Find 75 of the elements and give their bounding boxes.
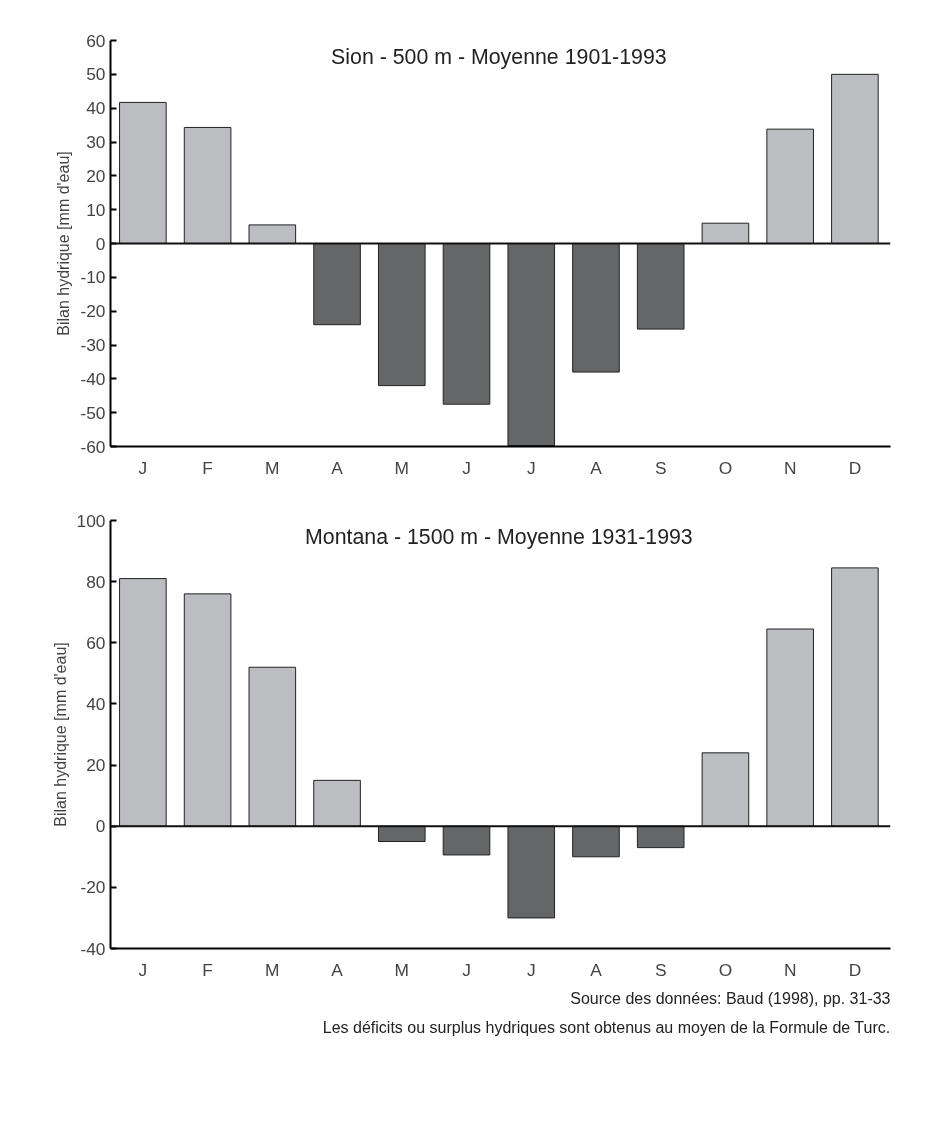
x-tick-label: S bbox=[654, 457, 667, 478]
bar bbox=[119, 101, 167, 244]
bar bbox=[183, 593, 232, 827]
x-tick-label: F bbox=[202, 457, 213, 478]
bar bbox=[183, 126, 232, 244]
y-tick-label: 100 bbox=[76, 510, 106, 531]
x-tick-label: O bbox=[718, 457, 733, 478]
x-tick-label: S bbox=[654, 959, 667, 980]
bar bbox=[248, 224, 297, 244]
y-tick-label: -20 bbox=[80, 301, 106, 322]
bar bbox=[636, 243, 685, 330]
x-tick-label: J bbox=[462, 959, 471, 980]
bar bbox=[377, 825, 426, 842]
x-tick-label: M bbox=[394, 457, 410, 478]
bar bbox=[248, 666, 297, 827]
x-tick-label: A bbox=[331, 457, 344, 478]
x-tick-label: M bbox=[265, 959, 280, 980]
y-tick-label: 0 bbox=[95, 816, 106, 837]
y-tick-label: -10 bbox=[80, 267, 106, 288]
y-tick-label: -40 bbox=[80, 368, 106, 389]
bar bbox=[572, 243, 620, 373]
y-tick-label: 20 bbox=[86, 755, 106, 776]
x-tick-label: J bbox=[526, 959, 536, 980]
text: Les déficits ou surplus hydriques sont obtenus au moyen de la Formule de Turc. bbox=[322, 1018, 891, 1036]
bar bbox=[313, 779, 361, 827]
x-tick-label: N bbox=[783, 457, 797, 478]
y-tick-label: 0 bbox=[95, 233, 106, 254]
bar bbox=[442, 243, 491, 405]
bar bbox=[831, 567, 879, 827]
x-tick-label: J bbox=[138, 959, 148, 980]
bar bbox=[766, 628, 814, 827]
x-tick-label: A bbox=[331, 959, 344, 980]
bar bbox=[701, 222, 750, 244]
x-tick-label: A bbox=[590, 959, 603, 980]
bar bbox=[313, 243, 361, 326]
chart-title: Sion - 500 m - Moyenne 1901-1993 bbox=[331, 44, 667, 69]
y-tick-label: -40 bbox=[80, 938, 106, 959]
x-tick-label: D bbox=[848, 959, 862, 980]
y-tick-label: -60 bbox=[80, 436, 106, 457]
bar bbox=[831, 73, 879, 244]
y-axis-title: Bilan hydrique [mm d'eau] bbox=[51, 642, 69, 827]
y-tick-label: -50 bbox=[80, 402, 106, 423]
bar bbox=[572, 825, 620, 858]
bar bbox=[507, 243, 556, 446]
x-tick-label: J bbox=[138, 457, 148, 478]
source-note: Source des données: Baud (1998), pp. 31-33 bbox=[570, 989, 891, 1007]
x-tick-label: J bbox=[526, 457, 536, 478]
x-tick-label: F bbox=[202, 959, 213, 980]
y-tick-label: 20 bbox=[86, 165, 106, 186]
bar bbox=[119, 578, 167, 827]
x-tick-label: M bbox=[265, 457, 280, 478]
y-tick-label: 10 bbox=[86, 199, 106, 220]
y-tick-label: -30 bbox=[80, 335, 106, 355]
bar bbox=[766, 128, 814, 244]
bar bbox=[442, 825, 491, 856]
y-tick-label: 80 bbox=[86, 571, 106, 592]
bar bbox=[377, 243, 426, 387]
x-tick-label: O bbox=[718, 959, 733, 980]
y-tick-label: 60 bbox=[86, 632, 106, 653]
bar bbox=[507, 825, 556, 919]
y-tick-label: -20 bbox=[80, 877, 106, 898]
bar bbox=[636, 825, 685, 849]
x-tick-label: D bbox=[848, 457, 862, 478]
x-tick-label: J bbox=[462, 457, 471, 478]
y-tick-label: 50 bbox=[86, 64, 106, 85]
x-tick-label: A bbox=[590, 457, 603, 478]
chart-title: Montana - 1500 m - Moyenne 1931-1993 bbox=[305, 524, 693, 549]
x-tick-label: M bbox=[394, 959, 410, 980]
y-axis-title: Bilan hydrique [mm d'eau] bbox=[55, 151, 73, 336]
y-tick-label: 40 bbox=[86, 693, 106, 714]
y-tick-label: 30 bbox=[86, 132, 106, 152]
x-tick-label: N bbox=[783, 959, 797, 980]
y-tick-label: 60 bbox=[86, 30, 106, 51]
y-tick-label: 40 bbox=[86, 98, 106, 119]
bar bbox=[701, 752, 750, 827]
